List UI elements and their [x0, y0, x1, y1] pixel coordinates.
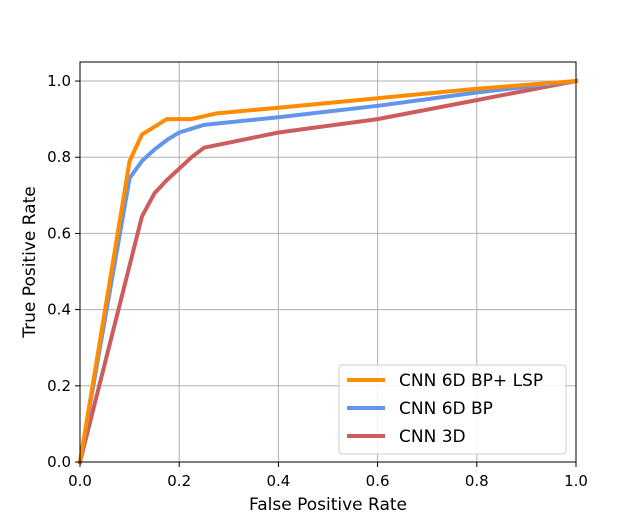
y-axis-label: True Positive Rate	[20, 186, 40, 338]
x-tick-label-1: 0.2	[167, 472, 191, 490]
grid	[79, 62, 577, 463]
legend-box	[338, 364, 567, 455]
series-line-0	[77, 78, 579, 465]
series-line-1	[77, 78, 579, 465]
legend-label-2: CNN 3D	[399, 427, 466, 447]
y-tick-label-1: 0.2	[47, 377, 71, 395]
y-tick-label-5: 1.0	[47, 72, 71, 90]
x-tick-label-4: 0.8	[465, 472, 489, 490]
x-axis-label: False Positive Rate	[249, 495, 407, 515]
tick-labels: 0.0 0.2 0.4 0.6 0.8 1.0 0.0 0.2 0.4 0.6 0.8 1.0	[47, 72, 588, 490]
x-tick-label-3: 0.6	[366, 472, 390, 490]
y-tick-label-3: 0.6	[47, 224, 71, 242]
legend-label-1: CNN 6D BP	[399, 399, 493, 419]
legend-entry-0: CNN 6D BP+ LSP	[347, 371, 543, 391]
y-tick-label-0: 0.0	[47, 453, 71, 471]
series-line-2	[77, 78, 579, 465]
x-tick-label-2: 0.4	[266, 472, 290, 490]
series-layer	[77, 78, 579, 465]
legend: CNN 6D BP+ LSP CNN 6D BP CNN 3D	[338, 364, 567, 455]
legend-entry-1: CNN 6D BP	[347, 399, 493, 419]
legend-entries: CNN 6D BP+ LSP CNN 6D BP CNN 3D	[347, 371, 543, 447]
legend-entry-2: CNN 3D	[347, 427, 466, 447]
y-tick-label-4: 0.8	[47, 148, 71, 166]
x-tick-label-5: 1.0	[564, 472, 588, 490]
ticks	[75, 80, 577, 467]
x-tick-label-0: 0.0	[68, 472, 92, 490]
plot-frame	[79, 61, 577, 463]
legend-label-0: CNN 6D BP+ LSP	[399, 371, 543, 391]
y-tick-label-2: 0.4	[47, 301, 71, 319]
